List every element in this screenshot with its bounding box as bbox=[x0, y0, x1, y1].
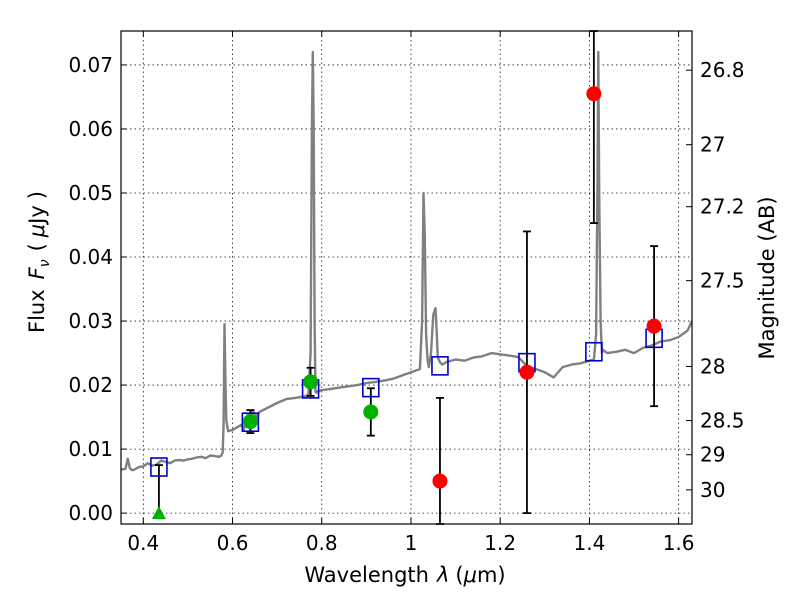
spectrum-layer bbox=[120, 50, 694, 472]
model-square-marker bbox=[431, 356, 449, 376]
y-ticks: 0.00 0.01 0.02 0.03 0.04 0.05 0.06 0.07 bbox=[68, 53, 127, 525]
mag-tick-label: 26.8 bbox=[700, 58, 745, 82]
upper-limit-triangle bbox=[151, 506, 166, 520]
x-axis-label: Wavelength λ (μm) bbox=[304, 563, 505, 587]
markers-layer bbox=[150, 30, 663, 525]
data-point-circle bbox=[303, 374, 319, 390]
data-point-circle bbox=[519, 364, 535, 380]
model-square-marker bbox=[585, 341, 603, 362]
data-point-circle bbox=[586, 86, 602, 102]
model-square-marker bbox=[362, 377, 380, 398]
data-point-circle bbox=[242, 414, 258, 430]
mag-tick-label: 27 bbox=[700, 133, 725, 157]
grid bbox=[121, 31, 692, 524]
y-tick-label: 0.04 bbox=[68, 245, 113, 269]
data-point-circle bbox=[646, 318, 662, 334]
plot-frame bbox=[120, 30, 693, 525]
mag-tick-label: 27.2 bbox=[700, 195, 745, 219]
data-point-circle bbox=[363, 404, 379, 420]
y-tick-label: 0.03 bbox=[68, 309, 113, 333]
mag-tick-label: 27.5 bbox=[700, 269, 745, 293]
mag-tick-label: 29 bbox=[700, 443, 725, 467]
x-tick-label: 0.8 bbox=[306, 531, 338, 555]
x-tick-label: 1.2 bbox=[484, 531, 516, 555]
data-point-circle bbox=[432, 473, 448, 489]
y-tick-label: 0.06 bbox=[68, 117, 113, 141]
y-axis-label: FluxFν(μJy) bbox=[25, 191, 53, 333]
y-tick-label: 0.00 bbox=[68, 501, 113, 525]
spectrum-line bbox=[120, 50, 694, 472]
model-square-marker bbox=[241, 412, 260, 432]
x-tick-label: 1.6 bbox=[663, 531, 695, 555]
mag-tick-label: 30 bbox=[700, 478, 725, 502]
x-tick-label: 1 bbox=[405, 531, 418, 555]
y-tick-label: 0.02 bbox=[68, 373, 113, 397]
x-tick-label: 0.6 bbox=[217, 531, 249, 555]
y-tick-label: 0.05 bbox=[68, 181, 113, 205]
mag-tick-label: 28.5 bbox=[700, 409, 745, 433]
mag-tick-label: 28 bbox=[700, 354, 725, 378]
mag-ticks: 26.8 27 27.2 27.5 28 28.5 29 30 bbox=[686, 58, 745, 502]
x-tick-label: 1.4 bbox=[573, 531, 605, 555]
x-ticks: 0.4 0.6 0.8 1 1.2 1.4 1.6 bbox=[127, 31, 695, 555]
x-tick-label: 0.4 bbox=[127, 531, 159, 555]
y-tick-label: 0.01 bbox=[68, 437, 113, 461]
model-square-marker bbox=[150, 457, 168, 477]
right-axis-label: Magnitude (AB) bbox=[755, 196, 779, 359]
y-tick-label: 0.07 bbox=[68, 53, 113, 77]
